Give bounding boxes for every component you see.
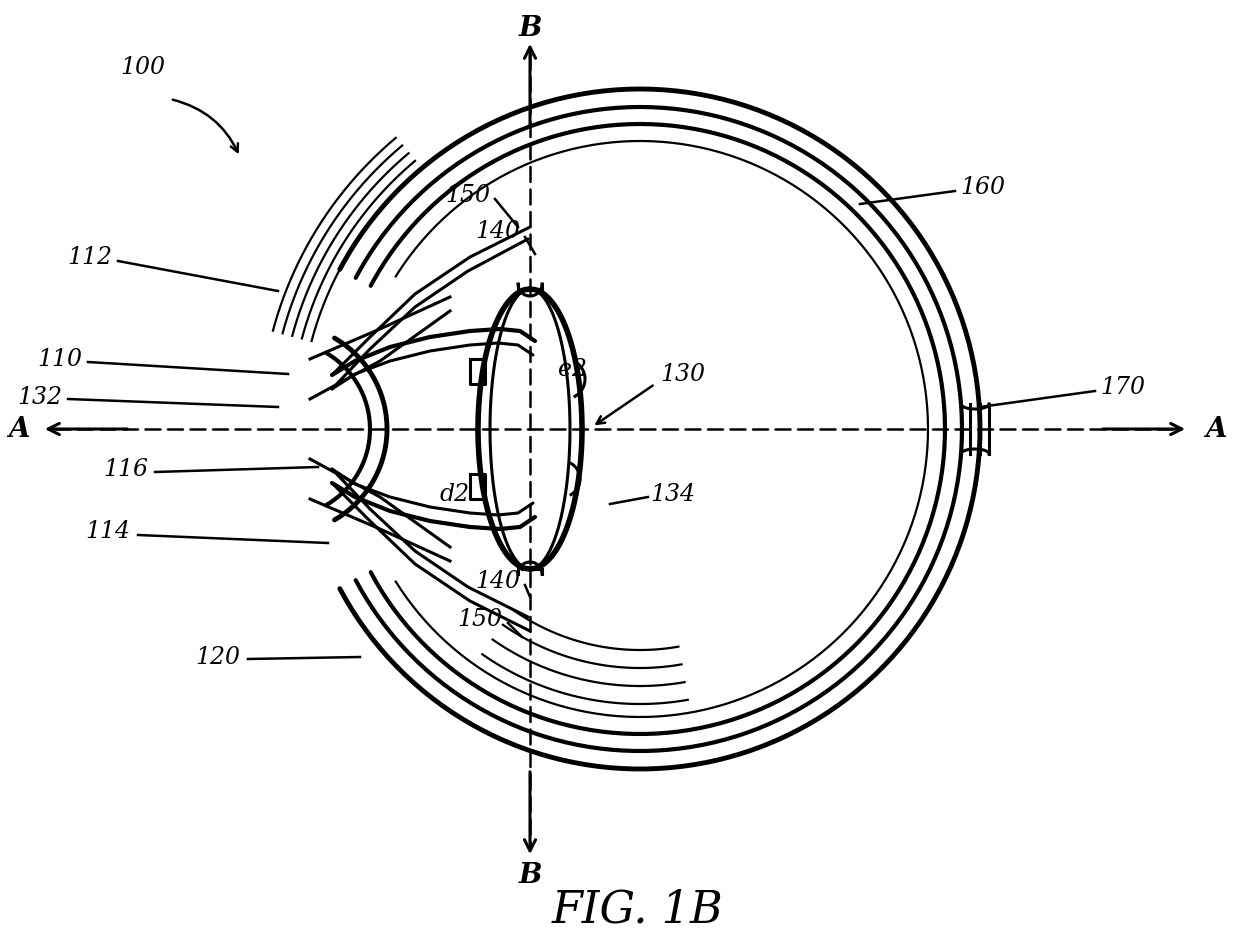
- Text: 140: 140: [475, 570, 520, 593]
- Text: d2: d2: [440, 483, 470, 506]
- Text: 116: 116: [103, 458, 148, 481]
- Text: 150: 150: [445, 184, 490, 207]
- Text: 112: 112: [67, 247, 112, 269]
- Text: A: A: [9, 416, 30, 443]
- Text: B: B: [518, 862, 542, 888]
- Text: 170: 170: [1100, 376, 1145, 399]
- Text: 114: 114: [86, 520, 130, 543]
- Text: 134: 134: [650, 483, 694, 506]
- Text: 150: 150: [458, 608, 502, 631]
- Text: 120: 120: [195, 645, 241, 669]
- Text: 140: 140: [475, 220, 520, 244]
- Text: 160: 160: [960, 176, 1004, 199]
- Text: 132: 132: [17, 387, 62, 409]
- Text: 130: 130: [660, 363, 706, 387]
- Text: 100: 100: [120, 56, 165, 79]
- Text: e2: e2: [558, 358, 587, 381]
- Text: 110: 110: [37, 348, 82, 371]
- Text: A: A: [1205, 416, 1226, 443]
- Text: FIG. 1B: FIG. 1B: [552, 887, 724, 931]
- Text: B: B: [518, 14, 542, 42]
